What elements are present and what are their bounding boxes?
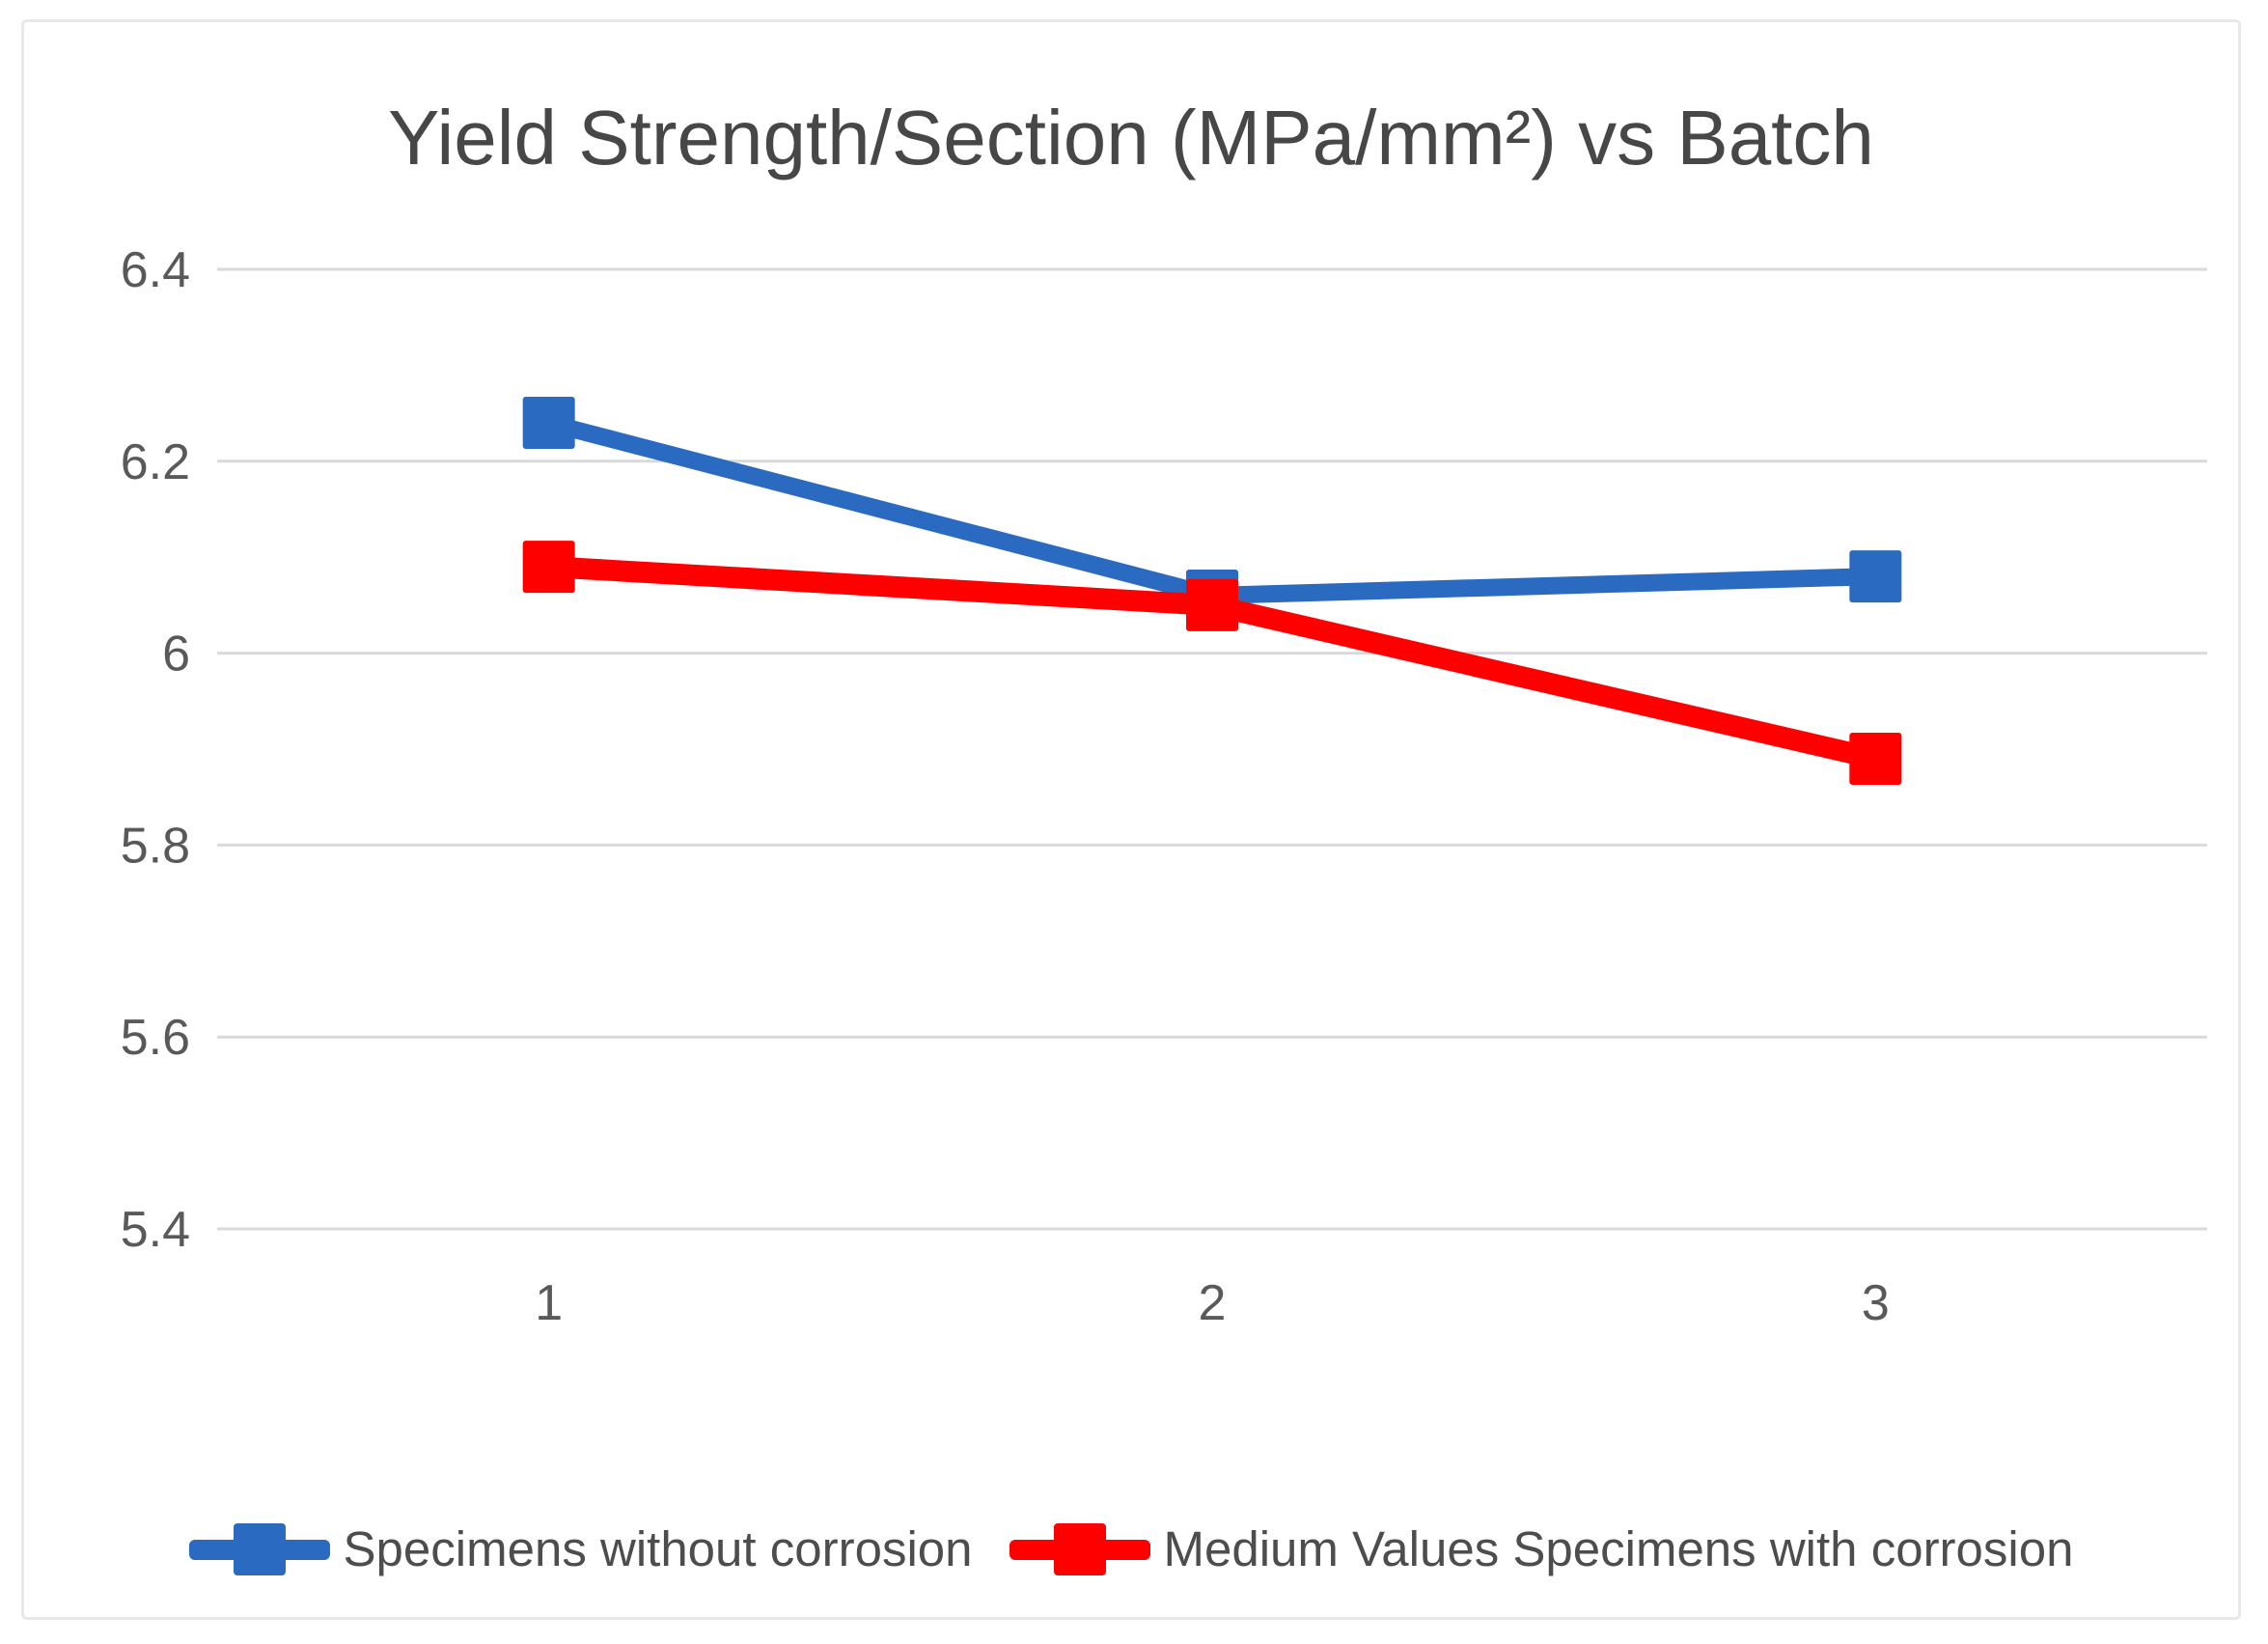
series-marker — [1849, 550, 1902, 603]
legend-item-specimens-without-corrosion: Specimens without corrosion — [188, 1520, 973, 1577]
y-tick-label: 6.4 — [121, 242, 190, 298]
y-tick-label: 5.4 — [121, 1202, 190, 1258]
plot-area: 6.4 6.2 6 5.8 5.6 5.4 1 2 3 — [121, 242, 2207, 1331]
y-tick-label: 5.8 — [121, 818, 190, 874]
y-tick-label: 6 — [162, 627, 190, 683]
legend: Specimens without corrosion Medium Value… — [24, 1520, 2238, 1577]
y-tick-label: 5.6 — [121, 1010, 190, 1066]
series-marker — [522, 397, 575, 450]
legend-square-marker-icon — [1053, 1522, 1106, 1575]
legend-label-specimens-without-corrosion: Specimens without corrosion — [343, 1521, 973, 1576]
x-tick-label: 3 — [1862, 1275, 1890, 1331]
x-tick-label: 1 — [535, 1275, 563, 1331]
series-marker — [522, 541, 575, 594]
legend-line-marker-swatch-red — [1009, 1521, 1150, 1577]
chart-frame: Yield Strength/Section (MPa/mm²) vs Batc… — [21, 19, 2241, 1620]
legend-label-medium-values-specimens-with-corrosion: Medium Values Specimens with corrosion — [1163, 1521, 2074, 1576]
legend-square-marker-icon — [233, 1522, 286, 1575]
series-marker — [1186, 578, 1238, 631]
x-tick-label: 2 — [1199, 1275, 1227, 1331]
chart-title: Yield Strength/Section (MPa/mm²) vs Batc… — [388, 95, 1874, 181]
legend-item-medium-values-specimens-with-corrosion: Medium Values Specimens with corrosion — [1009, 1520, 2074, 1577]
y-tick-label: 6.2 — [121, 434, 190, 490]
legend-line-marker-swatch-blue — [188, 1521, 330, 1577]
series-marker — [1849, 732, 1902, 785]
